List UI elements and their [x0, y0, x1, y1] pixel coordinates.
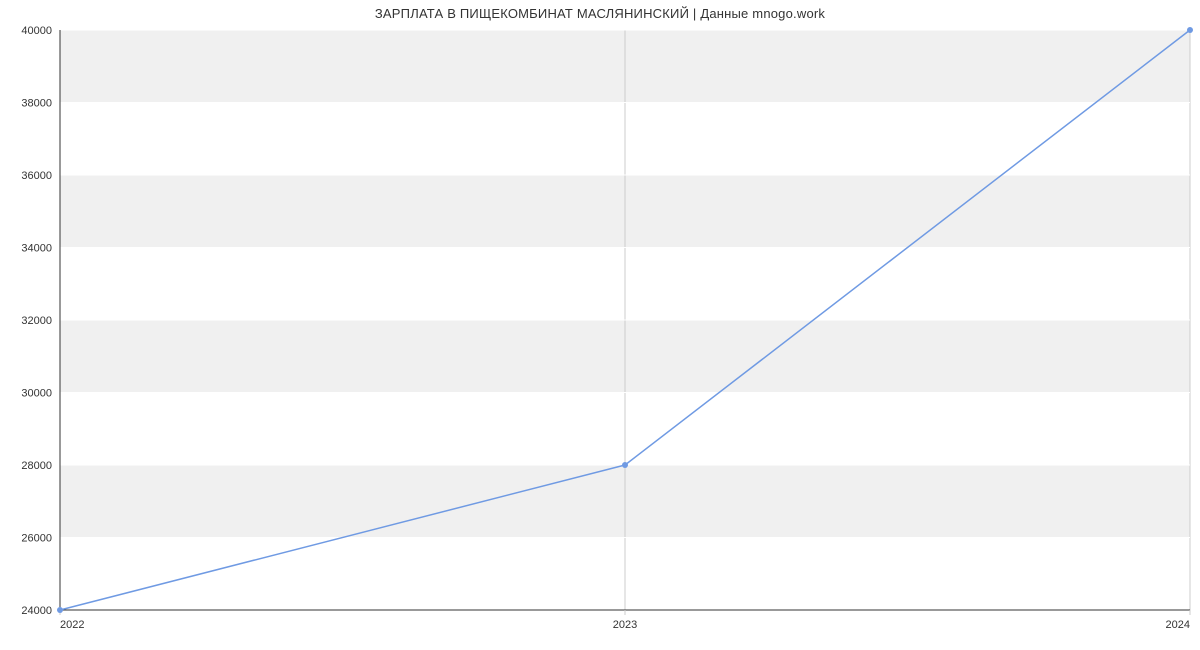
- y-tick-label: 40000: [21, 25, 52, 37]
- y-tick-label: 24000: [21, 605, 52, 617]
- x-tick-label: 2024: [1166, 619, 1190, 631]
- y-tick-label: 34000: [21, 243, 52, 255]
- y-tick-label: 28000: [21, 460, 52, 472]
- y-tick-label: 26000: [21, 533, 52, 545]
- series-marker: [1187, 27, 1193, 33]
- series-marker: [622, 462, 628, 468]
- y-tick-label: 38000: [21, 98, 52, 110]
- y-tick-label: 32000: [21, 315, 52, 327]
- chart-container: ЗАРПЛАТА В ПИЩЕКОМБИНАТ МАСЛЯНИНСКИЙ | Д…: [0, 0, 1200, 650]
- x-tick-label: 2023: [613, 619, 637, 631]
- x-tick-label: 2022: [60, 619, 84, 631]
- line-chart: 2022 2023 2024 24000 26000 28000 30000 32000 340…: [0, 0, 1200, 650]
- y-tick-label: 36000: [21, 170, 52, 182]
- series-marker: [57, 607, 63, 613]
- y-tick-label: 30000: [21, 388, 52, 400]
- chart-title: ЗАРПЛАТА В ПИЩЕКОМБИНАТ МАСЛЯНИНСКИЙ | Д…: [0, 6, 1200, 21]
